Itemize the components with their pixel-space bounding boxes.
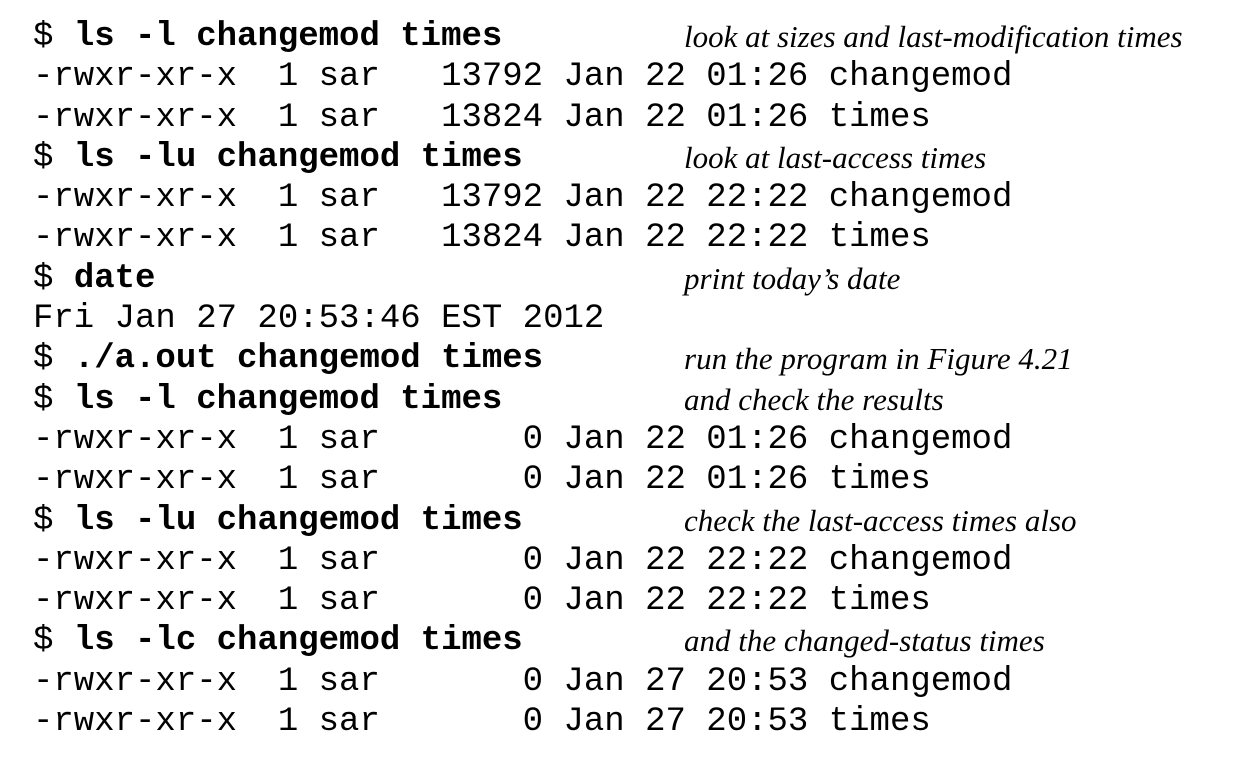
annotation-comment: check the last-access times also — [684, 502, 1077, 538]
shell-prompt: $ — [33, 259, 54, 298]
command-text: ls -l changemod times — [73, 18, 503, 56]
output-text: -rwxr-xr-x 1 sar 0 Jan 27 20:53 times — [33, 703, 931, 742]
command-line: $ ls -lu changemod times check the last-a… — [33, 501, 1077, 541]
output-line: -rwxr-xr-x 1 sar 13792 Jan 22 01:26 chan… — [33, 57, 1012, 97]
output-text: -rwxr-xr-x 1 sar 0 Jan 22 22:22 times — [33, 582, 931, 621]
annotation-comment: and check the results — [684, 381, 944, 417]
output-text: -rwxr-xr-x 1 sar 13792 Jan 22 22:22 chan… — [33, 179, 1013, 218]
annotation-comment: look at sizes and last-modification time… — [684, 19, 1183, 54]
command-text: date — [73, 259, 156, 298]
output-line: -rwxr-xr-x 1 sar 0 Jan 22 01:26 changemo… — [33, 420, 1012, 460]
command-line: $ ls -l changemod times and check the res… — [33, 380, 1012, 420]
shell-prompt: $ — [33, 622, 54, 661]
output-line: -rwxr-xr-x 1 sar 0 Jan 27 20:53 changemo… — [33, 662, 1012, 702]
output-text: -rwxr-xr-x 1 sar 0 Jan 22 01:26 changemo… — [33, 420, 1013, 459]
output-text: -rwxr-xr-x 1 sar 13824 Jan 22 22:22 time… — [33, 219, 931, 258]
output-text: -rwxr-xr-x 1 sar 13792 Jan 22 01:26 chan… — [33, 58, 1013, 97]
shell-prompt: $ — [33, 138, 54, 177]
command-text: ls -lu changemod times — [73, 138, 523, 177]
shell-prompt: $ — [33, 340, 54, 379]
shell-prompt: $ — [33, 380, 54, 419]
output-line: -rwxr-xr-x 1 sar 13824 Jan 22 22:22 time… — [33, 218, 1012, 258]
annotation-comment: print today’s date — [684, 260, 901, 296]
shell-prompt: $ — [33, 18, 54, 56]
output-line: -rwxr-xr-x 1 sar 0 Jan 22 22:22 times — [33, 581, 1012, 621]
output-line: -rwxr-xr-x 1 sar 0 Jan 27 20:53 times — [33, 702, 1012, 742]
annotation-comment: run the program in Figure 4.21 — [684, 341, 1073, 377]
output-text: -rwxr-xr-x 1 sar 0 Jan 22 01:26 times — [33, 461, 931, 500]
command-line: $ date print today’s date — [33, 259, 1012, 299]
output-text: -rwxr-xr-x 1 sar 0 Jan 27 20:53 changemo… — [33, 662, 1013, 701]
output-line: -rwxr-xr-x 1 sar 13792 Jan 22 22:22 chan… — [33, 178, 1012, 218]
annotation-comment: look at last-access times — [684, 139, 987, 175]
output-line: -rwxr-xr-x 1 sar 0 Jan 22 22:22 changemo… — [33, 541, 1012, 581]
shell-prompt: $ — [33, 501, 54, 540]
command-line: $ ls -lc changemod times and the changed-… — [33, 621, 1045, 661]
command-text: ./a.out changemod times — [73, 340, 544, 379]
output-text: -rwxr-xr-x 1 sar 13824 Jan 22 01:26 time… — [33, 98, 931, 137]
output-line: -rwxr-xr-x 1 sar 13824 Jan 22 01:26 time… — [33, 98, 1012, 138]
output-text: -rwxr-xr-x 1 sar 0 Jan 22 22:22 changemo… — [33, 541, 1013, 580]
output-text: Fri Jan 27 20:53:46 EST 2012 — [33, 300, 605, 339]
command-line: $ ./a.out changemod times run the program… — [33, 339, 1073, 379]
command-text: ls -lu changemod times — [73, 501, 523, 540]
annotation-comment: and the changed-status times — [684, 623, 1045, 659]
command-line: $ ls -l changemod times look at sizes and… — [33, 17, 1183, 57]
command-text: ls -l changemod times — [73, 380, 503, 419]
command-line: $ ls -lu changemod times look at last-acc… — [33, 138, 1012, 178]
output-line: Fri Jan 27 20:53:46 EST 2012 — [33, 299, 1012, 339]
terminal-session-listing: $ ls -l changemod times look at sizes and… — [33, 17, 1183, 742]
command-text: ls -lc changemod times — [73, 622, 523, 661]
output-line: -rwxr-xr-x 1 sar 0 Jan 22 01:26 times — [33, 460, 1012, 500]
